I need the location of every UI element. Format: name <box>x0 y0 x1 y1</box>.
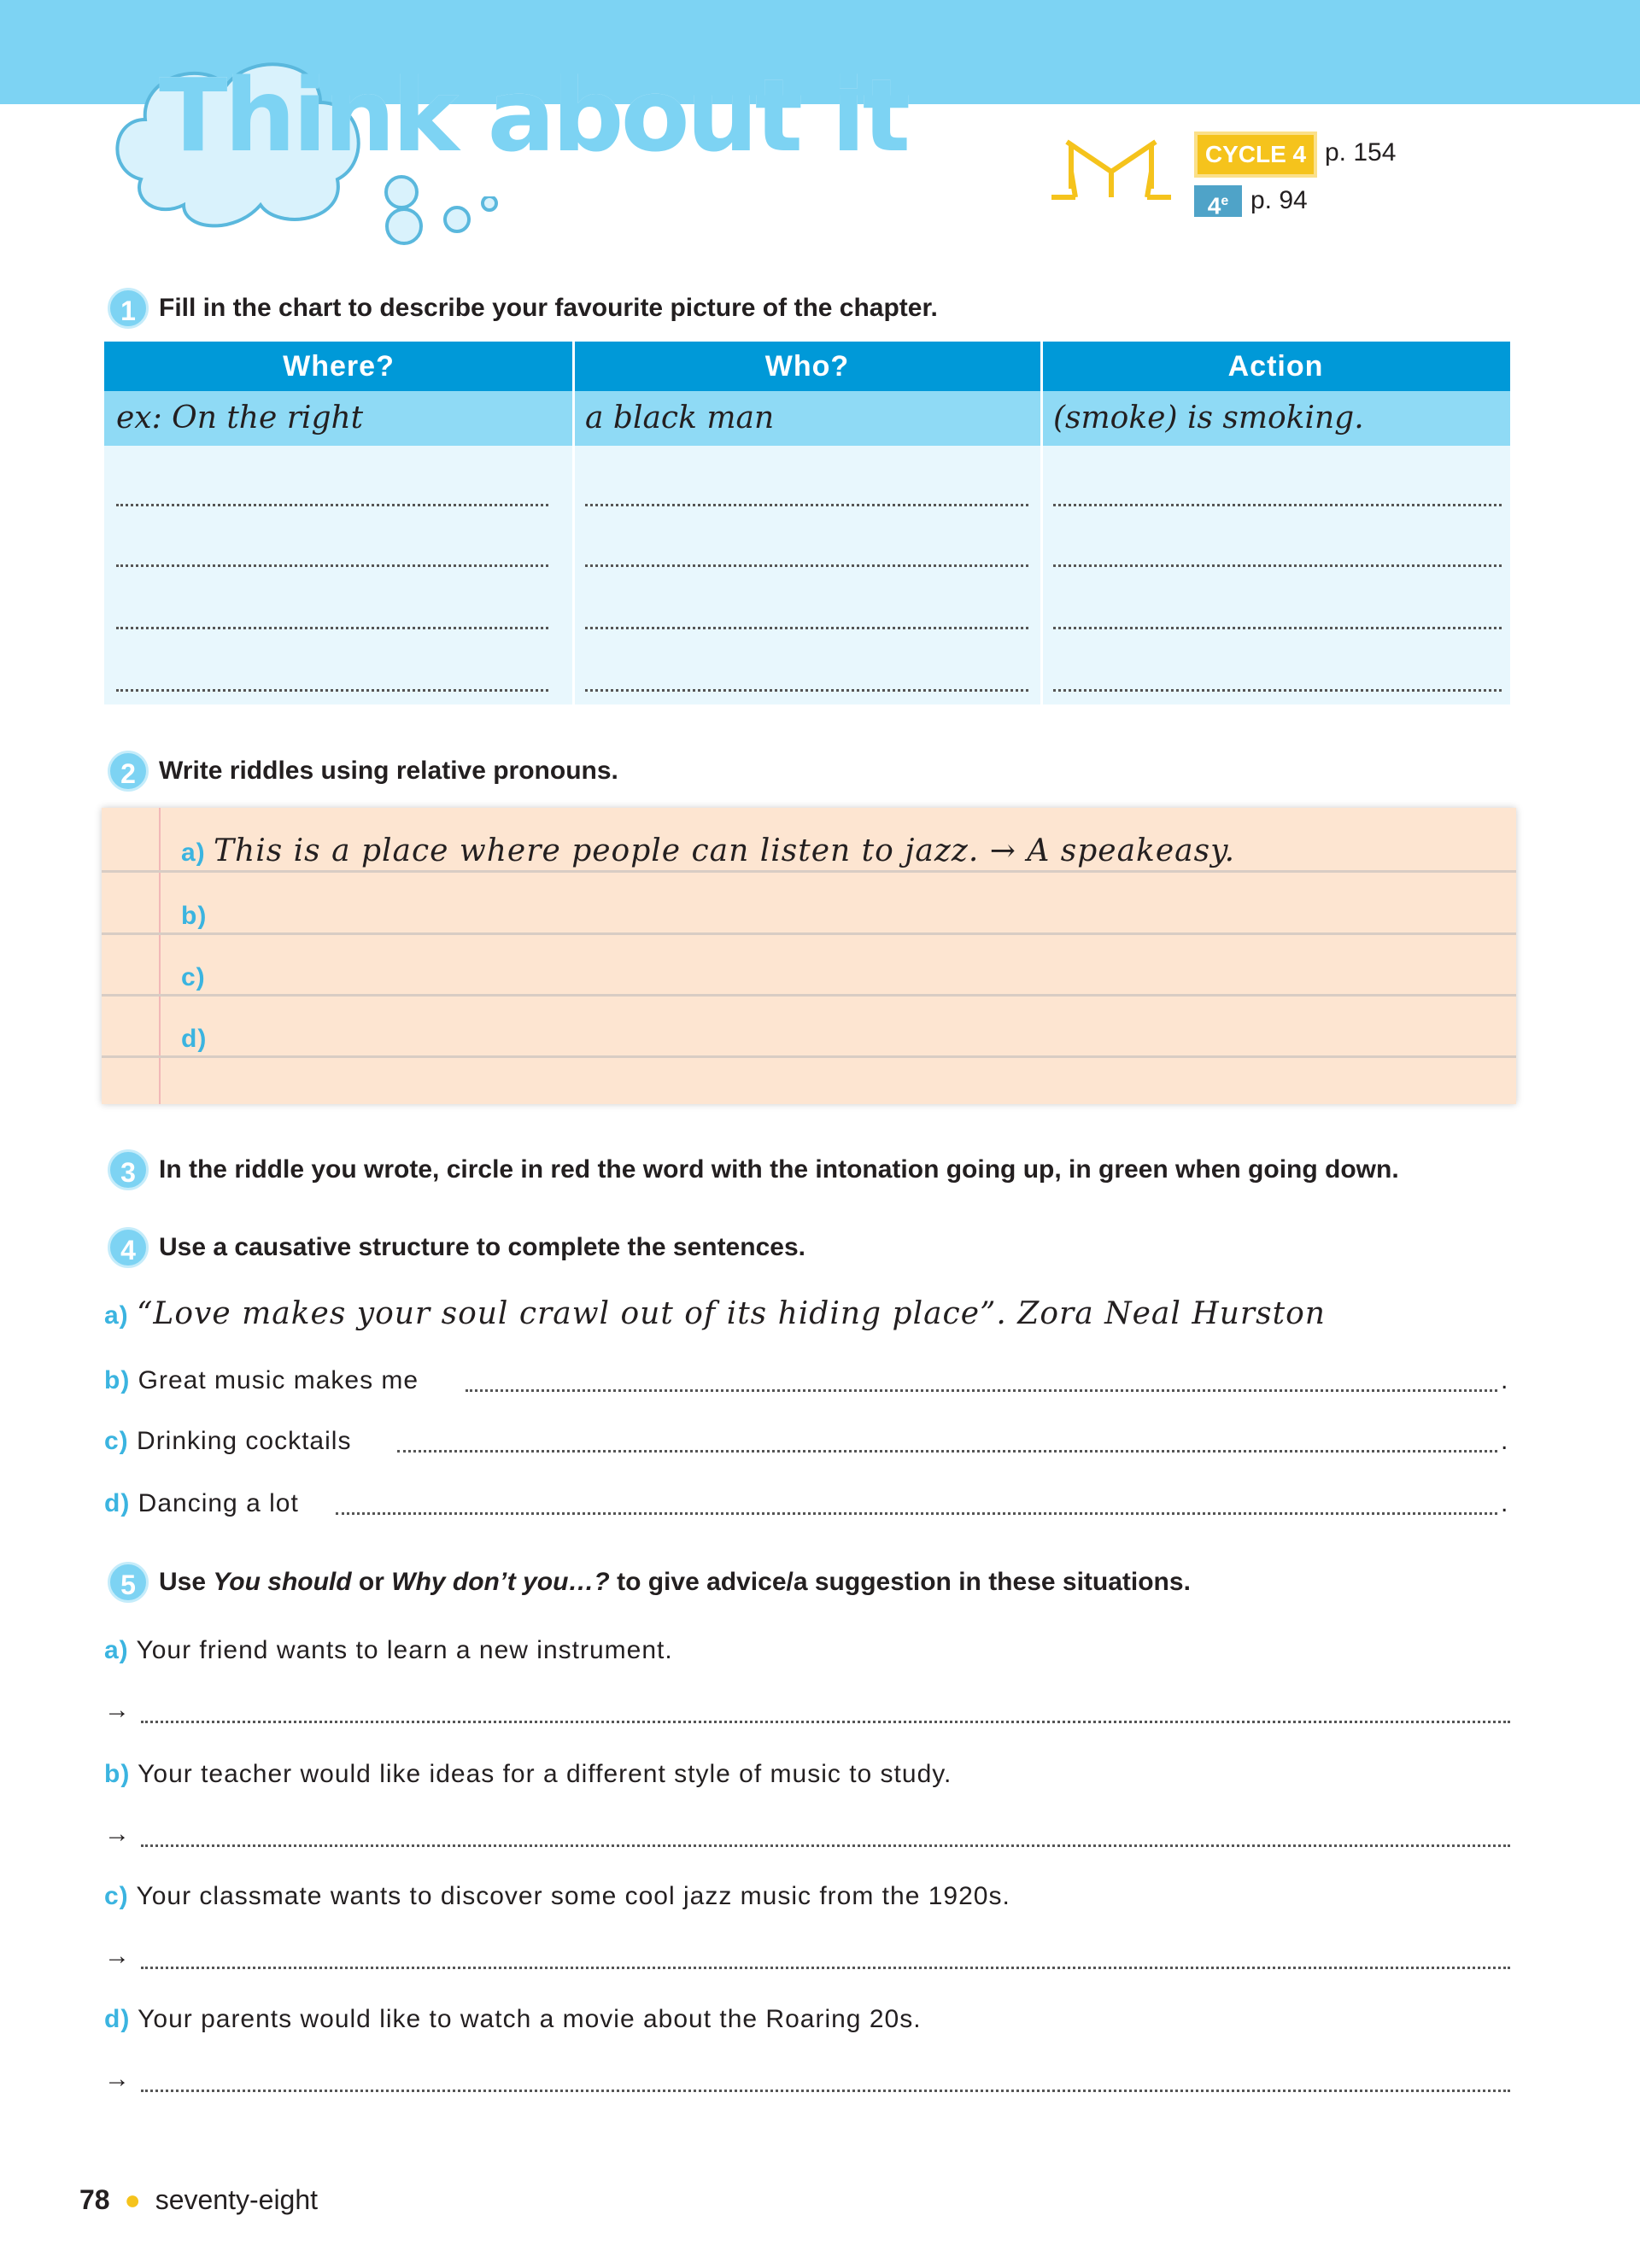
riddle-d[interactable]: d) <box>181 1025 208 1053</box>
example-cell-action: (smoke) is smoking. <box>1041 391 1510 446</box>
sentence-d: d) Dancing a lot <box>104 1489 299 1517</box>
instruction: Use a causative structure to complete th… <box>159 1233 805 1261</box>
description-chart: Where? Who? Action ex: On the right a bl… <box>104 342 1510 704</box>
column-header-action: Action <box>1041 342 1510 391</box>
question-number: 5 <box>108 1562 149 1603</box>
answer-line[interactable] <box>141 2090 1510 2092</box>
answer-line-c[interactable] <box>397 1450 1497 1453</box>
answer-line[interactable] <box>585 504 1028 506</box>
sentence-c: c) Drinking cocktails <box>104 1427 352 1455</box>
column-header-who: Who? <box>573 342 1041 391</box>
ruled-line <box>102 994 1516 997</box>
question-number: 4 <box>108 1227 149 1268</box>
answer-line[interactable] <box>141 1844 1510 1847</box>
situation-b: b) Your teacher would like ideas for a d… <box>104 1760 952 1788</box>
column-divider <box>572 342 575 704</box>
answer-line[interactable] <box>585 689 1028 692</box>
answer-line[interactable] <box>1053 627 1502 629</box>
answer-line[interactable] <box>1053 564 1502 567</box>
ruled-line <box>102 1055 1516 1058</box>
sentence-a: a) “Love makes your soul crawl out of it… <box>104 1296 1326 1331</box>
question-5: 5 Use You should or Why don’t you…? to gi… <box>108 1562 1191 1603</box>
column-header-where: Where? <box>104 342 573 391</box>
answer-line[interactable] <box>141 1721 1510 1723</box>
instruction: Use You should or Why don’t you…? to giv… <box>159 1568 1191 1596</box>
answer-line[interactable] <box>116 504 548 506</box>
answer-line[interactable] <box>141 1967 1510 1969</box>
question-4: 4 Use a causative structure to complete t… <box>108 1227 805 1268</box>
answer-line[interactable] <box>585 564 1028 567</box>
margin-line <box>159 808 161 1104</box>
riddle-b[interactable]: b) <box>181 902 208 930</box>
instruction: In the riddle you wrote, circle in red t… <box>159 1155 1399 1184</box>
question-number: 1 <box>108 288 149 329</box>
answer-line[interactable] <box>1053 504 1502 506</box>
arrow-icon: → <box>104 2065 131 2093</box>
sentence-b: b) Great music makes me <box>104 1366 419 1394</box>
situation-a: a) Your friend wants to learn a new inst… <box>104 1636 673 1664</box>
period: . <box>1501 1427 1509 1455</box>
ruled-line <box>102 870 1516 873</box>
answer-line[interactable] <box>116 689 548 692</box>
page-words: seventy-eight <box>155 2184 319 2215</box>
bubbles-icon <box>385 196 498 245</box>
column-divider <box>1040 342 1043 704</box>
answer-line[interactable] <box>585 627 1028 629</box>
riddle-a[interactable]: a) This is a place where people can list… <box>181 833 1236 868</box>
answer-line[interactable] <box>1053 689 1502 692</box>
answer-line[interactable] <box>116 564 548 567</box>
question-number: 3 <box>108 1149 149 1190</box>
answer-line-b[interactable] <box>466 1389 1497 1392</box>
question-number: 2 <box>108 751 149 792</box>
page-number: 78 <box>79 2184 110 2215</box>
ruled-line <box>102 932 1516 935</box>
grade-badge: 4e <box>1194 185 1242 219</box>
cycle-badge: CYCLE 4 <box>1194 132 1317 178</box>
answer-line[interactable] <box>116 627 548 629</box>
page-footer: 78 ● seventy-eight <box>79 2184 318 2216</box>
answer-line-d[interactable] <box>336 1512 1497 1515</box>
question-3: 3 In the riddle you wrote, circle in red … <box>108 1149 1399 1190</box>
riddle-notebook: a) This is a place where people can list… <box>102 808 1516 1104</box>
situation-d: d) Your parents would like to watch a mo… <box>104 2005 922 2033</box>
instruction: Write riddles using relative pronouns. <box>159 757 618 785</box>
instruction: Fill in the chart to describe your favou… <box>159 294 938 322</box>
situation-c: c) Your classmate wants to discover some… <box>104 1882 1010 1910</box>
example-cell-who: a black man <box>573 391 1041 446</box>
example-cell-where: ex: On the right <box>104 391 573 446</box>
bullet-icon: ● <box>124 2184 141 2215</box>
cycle-page-ref: p. 154 <box>1325 138 1397 167</box>
question-1: 1 Fill in the chart to describe your favo… <box>108 288 938 329</box>
period: . <box>1501 1489 1509 1517</box>
reading-book-icon <box>1051 139 1171 200</box>
question-2: 2 Write riddles using relative pronouns. <box>108 751 618 792</box>
page-title: Think about it <box>159 56 911 174</box>
cloud-icon <box>115 62 419 228</box>
arrow-icon: → <box>104 1820 131 1848</box>
arrow-icon: → <box>104 1696 131 1724</box>
arrow-icon: → <box>104 1942 131 1970</box>
period: . <box>1501 1366 1509 1394</box>
grade-page-ref: p. 94 <box>1250 186 1308 214</box>
riddle-c[interactable]: c) <box>181 963 206 991</box>
